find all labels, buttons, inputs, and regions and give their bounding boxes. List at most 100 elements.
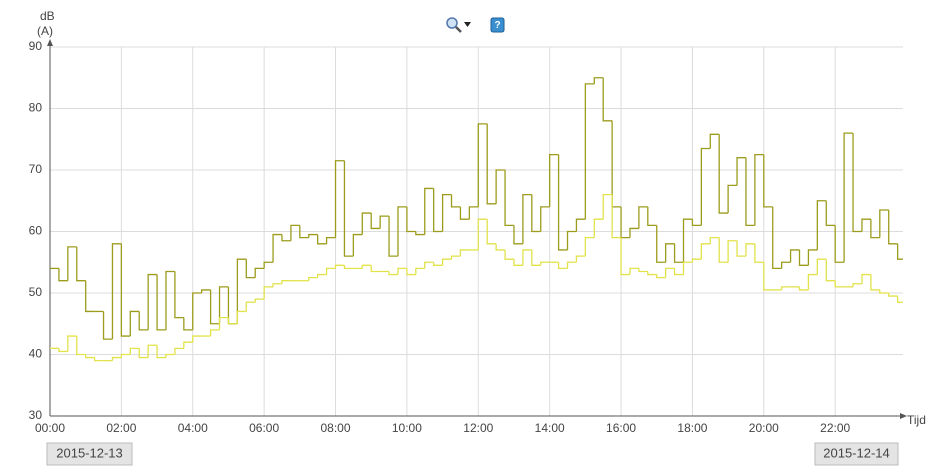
step-segment (67, 335, 77, 352)
step-segment (495, 169, 506, 204)
step-segment (325, 236, 336, 244)
x-tick-label: 14:00 (535, 421, 565, 435)
step-segment (522, 193, 532, 244)
step-segment (896, 296, 903, 303)
step-segment (67, 246, 77, 281)
step-segment (85, 280, 95, 313)
step-segment (308, 233, 318, 238)
step-segment (120, 243, 131, 337)
step-segment (58, 268, 68, 282)
step-segment (58, 348, 68, 353)
step-segment (477, 123, 488, 207)
x-tick-label: 20:00 (749, 421, 779, 435)
step-segment (218, 316, 229, 330)
step-segment (227, 286, 238, 325)
step-segment (85, 354, 95, 359)
step-segment (665, 267, 675, 278)
step-segment (388, 271, 398, 276)
step-segment (156, 274, 166, 331)
step-segment (522, 249, 532, 266)
step-segment (76, 336, 86, 356)
step-segment (495, 243, 506, 251)
step-segment (656, 225, 666, 263)
step-segment (700, 243, 711, 260)
step-segment (263, 286, 274, 300)
step-segment (763, 154, 773, 208)
step-segment (76, 246, 86, 282)
step-segment (227, 317, 238, 325)
step-segment (647, 206, 657, 227)
step-segment (531, 194, 541, 233)
step-segment (620, 237, 630, 276)
step-segment (629, 267, 639, 275)
y-tick-label: 90 (29, 39, 43, 53)
step-segment (888, 209, 898, 245)
step-segment (557, 154, 568, 251)
step-segment (718, 237, 729, 263)
step-segment (727, 184, 738, 214)
step-segment (896, 243, 903, 260)
step-segment (602, 77, 613, 122)
step-segment (415, 231, 425, 236)
axis-arrow (47, 39, 907, 419)
step-segment (111, 356, 122, 361)
step-segment (370, 265, 381, 273)
step-segment (388, 216, 398, 257)
y-tick-label: 30 (29, 408, 43, 422)
step-segment (486, 123, 497, 205)
step-segment (825, 200, 836, 227)
step-segment (468, 206, 479, 220)
step-segment (111, 243, 122, 340)
step-segment (183, 317, 193, 331)
step-segment (263, 261, 274, 269)
zoom-icon[interactable] (446, 17, 471, 33)
step-segment (459, 249, 470, 257)
step-segment (834, 225, 845, 263)
step-segment (807, 273, 818, 290)
step-segment (566, 230, 577, 250)
x-tick-label: 18:00 (677, 421, 707, 435)
step-segment (870, 219, 880, 239)
step-segment (352, 233, 363, 257)
y-tick-label: 50 (29, 285, 43, 299)
step-segment (736, 240, 746, 257)
help-icon[interactable]: ? (490, 17, 505, 33)
step-segment (245, 259, 256, 279)
step-segment (138, 348, 149, 359)
step-segment (183, 341, 193, 349)
y-axis-label: (A) (37, 24, 53, 38)
step-segment (156, 345, 166, 359)
step-segment (789, 249, 800, 263)
step-segment (406, 268, 416, 276)
step-segment (174, 271, 184, 319)
step-segment (584, 236, 595, 257)
step-segment (147, 344, 158, 358)
step-segment (665, 243, 675, 263)
step-segment (736, 157, 746, 186)
step-segment (682, 261, 693, 275)
step-segment (325, 267, 336, 275)
step-segment (147, 273, 158, 330)
step-segment (397, 267, 407, 275)
step-segment (308, 276, 318, 281)
step-segment (754, 243, 764, 263)
x-tick-label: 16:00 (606, 421, 636, 435)
step-segment (816, 258, 827, 275)
step-segment (745, 243, 755, 257)
step-segment (290, 224, 300, 241)
end-date: 2015-12-14 (823, 445, 890, 460)
step-segment (691, 219, 702, 227)
step-segment (566, 261, 577, 269)
step-segment (245, 301, 256, 312)
x-tick-label: 10:00 (392, 421, 422, 435)
step-segment (102, 311, 113, 340)
step-segment (441, 258, 452, 266)
step-segment (192, 335, 202, 343)
step-segment (888, 293, 898, 297)
step-segment (549, 153, 559, 207)
step-segment (317, 273, 327, 278)
step-segment (459, 206, 470, 220)
step-segment (218, 286, 229, 324)
y-tick-label: 60 (29, 224, 43, 238)
step-segment (415, 267, 425, 275)
